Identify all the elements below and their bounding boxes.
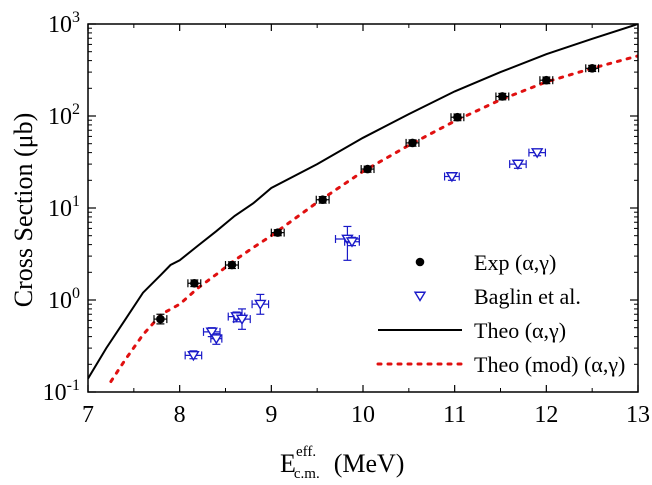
legend-item-2: Theo (α,γ) xyxy=(378,318,566,343)
filled-circle-marker xyxy=(156,314,165,324)
baglin-point-7 xyxy=(344,236,360,248)
baglin-point-0 xyxy=(184,350,203,362)
x-tick-label: 12 xyxy=(534,402,558,428)
open-triangle-marker xyxy=(445,172,459,183)
legend-item-1: Baglin et al. xyxy=(413,284,581,309)
filled-circle-marker xyxy=(415,257,425,267)
x-axis-title-sup: eff. xyxy=(296,444,316,460)
legend-label: Exp (α,γ) xyxy=(474,250,556,275)
legend: Exp (α,γ) Baglin et al. Theo (α,γ) Theo (mo… xyxy=(376,250,625,377)
filled-circle-marker xyxy=(363,164,372,174)
legend-label: Theo (mod) (α,γ) xyxy=(474,352,625,377)
exp-point-3 xyxy=(270,228,285,237)
y-tick-label: 10-1 xyxy=(43,377,80,406)
open-triangle-marker xyxy=(205,327,218,338)
legend-label: Baglin et al. xyxy=(474,284,581,309)
x-tick-label: 10 xyxy=(351,402,375,428)
exp-point-4 xyxy=(315,195,330,205)
x-tick-label: 7 xyxy=(82,402,94,428)
x-axis-title-main: E xyxy=(280,449,296,478)
filled-circle-marker xyxy=(408,138,417,148)
filled-circle-marker xyxy=(227,260,237,270)
filled-circle-marker xyxy=(498,92,507,101)
open-triangle-marker xyxy=(345,237,359,248)
filled-circle-marker xyxy=(542,75,551,85)
exp-point-7 xyxy=(450,112,465,122)
exp-point-10 xyxy=(585,63,600,73)
legend-item-0: Exp (α,γ) xyxy=(415,250,556,275)
x-axis-title-sub: c.m. xyxy=(294,466,320,482)
exp-point-5 xyxy=(360,164,375,174)
open-triangle-marker xyxy=(187,350,200,362)
baglin-point-4 xyxy=(233,308,251,330)
axes-layer: 7 8 9 10 11 12 13 10-1 100 101 102 103 xyxy=(43,9,650,428)
y-tick-label: 102 xyxy=(48,101,80,130)
x-tick-label: 11 xyxy=(443,402,466,428)
y-tick-label: 101 xyxy=(48,193,80,222)
baglin-point-6 xyxy=(334,225,360,261)
exp-point-2 xyxy=(224,260,239,270)
open-triangle-marker xyxy=(210,334,223,345)
filled-circle-marker xyxy=(190,278,199,288)
exp-point-8 xyxy=(495,92,510,101)
x-axis-title-unit: (MeV) xyxy=(334,449,405,478)
x-tick-label: 9 xyxy=(265,402,277,428)
baglin-point-5 xyxy=(251,293,270,315)
filled-circle-marker xyxy=(273,228,283,237)
x-axis-title: Ec.m. (MeV) xyxy=(280,449,404,482)
open-triangle-marker xyxy=(413,291,427,302)
axis-titles: Cross Section (μb) Ec.m. (MeV) eff. xyxy=(9,113,404,482)
exp-point-0 xyxy=(153,313,168,325)
y-tick-label: 100 xyxy=(48,285,80,314)
baglin-point-10 xyxy=(528,148,547,159)
filled-circle-marker xyxy=(318,195,327,205)
x-tick-label: 8 xyxy=(174,402,186,428)
x-tick-label: 13 xyxy=(626,402,650,428)
legend-label: Theo (α,γ) xyxy=(474,318,566,343)
baglin-point-8 xyxy=(443,172,460,183)
y-tick-label: 103 xyxy=(48,9,80,38)
y-axis-title: Cross Section (μb) xyxy=(9,113,38,307)
open-triangle-marker xyxy=(235,314,249,325)
series-line-theo xyxy=(88,24,638,380)
baglin-point-2 xyxy=(210,333,223,345)
exp-point-9 xyxy=(539,75,554,85)
legend-item-3: Theo (mod) (α,γ) xyxy=(376,352,625,377)
open-triangle-marker xyxy=(254,299,267,311)
baglin-point-1 xyxy=(202,327,221,338)
baglin-point-9 xyxy=(509,159,527,170)
filled-circle-marker xyxy=(453,112,462,122)
open-triangle-marker xyxy=(530,148,544,159)
exp-point-1 xyxy=(187,278,202,288)
open-triangle-marker xyxy=(511,159,525,170)
exp-point-6 xyxy=(405,138,420,148)
filled-circle-marker xyxy=(587,63,597,73)
plot-layer xyxy=(88,24,638,383)
